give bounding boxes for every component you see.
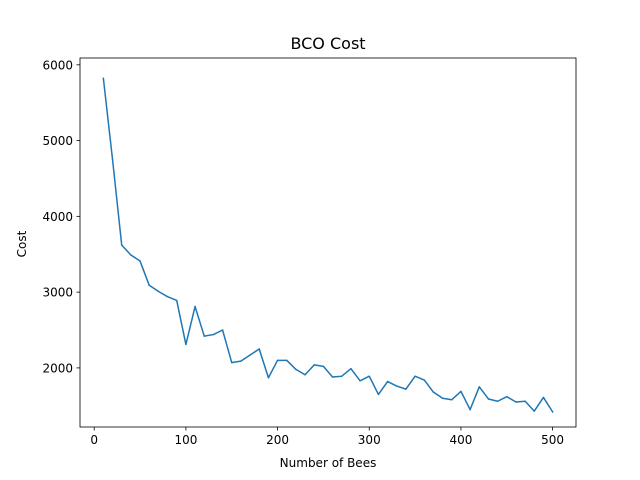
data-point bbox=[469, 408, 471, 411]
data-point bbox=[515, 401, 517, 403]
data-point bbox=[506, 395, 508, 398]
x-tick-label: 100 bbox=[174, 433, 197, 447]
data-point bbox=[542, 396, 545, 399]
data-point bbox=[130, 254, 132, 256]
data-point bbox=[551, 411, 554, 413]
data-point bbox=[111, 158, 114, 161]
data-point bbox=[203, 335, 205, 337]
data-point bbox=[304, 373, 306, 376]
data-point bbox=[285, 359, 288, 362]
data-point bbox=[405, 388, 407, 390]
y-axis-label: Cost bbox=[15, 230, 29, 257]
data-point bbox=[414, 375, 416, 377]
data-point bbox=[240, 360, 242, 362]
x-tick-label: 300 bbox=[358, 433, 381, 447]
y-tick-label: 6000 bbox=[42, 58, 73, 72]
y-tick-label: 4000 bbox=[42, 210, 73, 224]
data-point bbox=[377, 393, 380, 396]
data-point bbox=[396, 385, 398, 387]
data-point bbox=[221, 329, 224, 331]
data-point bbox=[166, 295, 169, 298]
data-point bbox=[524, 400, 526, 402]
data-point bbox=[313, 364, 315, 366]
x-axis-label: Number of Bees bbox=[280, 456, 377, 470]
data-point bbox=[267, 377, 270, 379]
x-tick-label: 400 bbox=[449, 433, 472, 447]
x-tick-label: 200 bbox=[266, 433, 289, 447]
y-tick-label: 2000 bbox=[42, 361, 73, 375]
plot-frame bbox=[79, 57, 577, 428]
data-point bbox=[175, 299, 178, 302]
data-point bbox=[258, 348, 260, 350]
data-point bbox=[185, 343, 187, 346]
plot-area: 0 100 200 300 400 500 2000 3000 4000 5000 6000 bbox=[42, 57, 577, 447]
x-tick-label: 0 bbox=[90, 433, 98, 447]
data-point bbox=[148, 284, 150, 287]
data-point bbox=[331, 376, 334, 378]
data-point bbox=[533, 410, 536, 412]
data-point bbox=[276, 359, 279, 362]
y-tick-label: 5000 bbox=[42, 134, 73, 148]
data-point bbox=[441, 397, 444, 399]
data-point bbox=[249, 354, 251, 356]
data-point bbox=[460, 390, 462, 393]
data-point bbox=[230, 361, 233, 364]
series-line bbox=[102, 77, 554, 413]
data-point bbox=[322, 365, 325, 368]
data-point bbox=[386, 380, 389, 383]
data-point bbox=[139, 260, 141, 262]
data-point bbox=[120, 244, 123, 246]
data-point bbox=[157, 290, 160, 293]
data-point bbox=[341, 375, 343, 377]
x-tick-label: 500 bbox=[541, 433, 564, 447]
data-point bbox=[350, 367, 352, 370]
data-point bbox=[359, 380, 361, 382]
data-point bbox=[368, 375, 371, 377]
data-point bbox=[212, 333, 215, 336]
y-tick-label: 3000 bbox=[42, 286, 73, 300]
data-point bbox=[295, 368, 297, 371]
data-point bbox=[487, 398, 490, 400]
data-point bbox=[496, 400, 499, 402]
data-point bbox=[102, 77, 105, 80]
chart-title: BCO Cost bbox=[290, 34, 365, 53]
data-point bbox=[478, 386, 481, 388]
data-point bbox=[194, 305, 196, 308]
data-point bbox=[432, 391, 435, 393]
data-point bbox=[423, 379, 426, 381]
data-point bbox=[451, 398, 453, 401]
